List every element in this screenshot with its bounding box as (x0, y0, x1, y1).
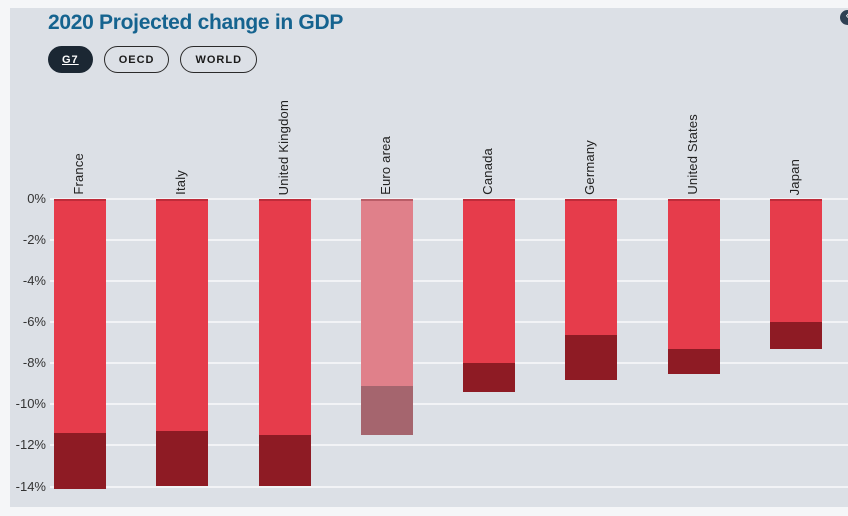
tab-bar: G7 OECD WORLD (48, 46, 258, 73)
bar-dark-segment-italy[interactable] (156, 431, 209, 487)
bar-dark-segment-euro-area[interactable] (360, 385, 413, 436)
page-title: 2020 Projected change in GDP (48, 11, 344, 34)
bar-light-segment-united-kingdom[interactable] (258, 199, 311, 436)
bar-light-segment-united-states[interactable] (667, 199, 720, 349)
chevron-left-icon: ‹ (846, 11, 848, 22)
bar-dark-segment-germany[interactable] (565, 334, 618, 380)
gridline (50, 485, 848, 488)
bar-dark-segment-united-states[interactable] (667, 348, 720, 374)
bar-light-segment-germany[interactable] (565, 199, 618, 335)
y-tick-label: -2% (22, 232, 46, 248)
bar-light-segment-japan[interactable] (769, 199, 822, 323)
bar-light-segment-euro-area[interactable] (360, 199, 413, 386)
category-label-germany: Germany (582, 140, 598, 195)
gridline (50, 444, 848, 447)
y-tick-label: -12% (15, 437, 46, 453)
tab-oecd[interactable]: OECD (103, 46, 170, 73)
category-label-united-kingdom: United Kingdom (275, 99, 291, 195)
gridline (50, 280, 848, 283)
gridline (50, 403, 848, 406)
category-label-italy: Italy (173, 170, 189, 195)
chart-panel: 2020 Projected change in GDP G7 OECD WORLD… (10, 8, 848, 507)
gridline (50, 239, 848, 242)
y-tick-label: 0% (27, 191, 46, 206)
gridline (50, 321, 848, 324)
bar-dark-segment-canada[interactable] (463, 363, 515, 393)
tab-g7[interactable]: G7 (48, 46, 93, 73)
category-label-euro-area: Euro area (377, 136, 393, 195)
y-tick-label: -10% (15, 396, 46, 412)
category-label-united-states: United States (684, 114, 700, 195)
bar-dark-segment-united-kingdom[interactable] (258, 435, 311, 487)
category-label-canada: Canada (480, 148, 495, 195)
bar-light-segment-canada[interactable] (463, 199, 515, 364)
category-label-france: France (71, 153, 86, 195)
bar-light-segment-italy[interactable] (156, 199, 209, 432)
y-tick-label: -8% (22, 355, 46, 371)
y-tick-label: -14% (15, 478, 46, 494)
gridline (50, 362, 848, 365)
category-label-japan: Japan (786, 158, 802, 195)
carousel-prev-button[interactable]: ‹ (840, 10, 848, 25)
gridline (50, 198, 848, 200)
bar-chart: 0% -2% -4% -6% -8% -10% -12% -14% France Italy Uni… (10, 8, 848, 507)
tab-world[interactable]: WORLD (180, 46, 258, 73)
bar-light-segment-france[interactable] (54, 199, 106, 434)
y-tick-label: -6% (22, 314, 46, 330)
bar-dark-segment-france[interactable] (54, 433, 106, 489)
y-tick-label: -4% (22, 273, 46, 289)
bar-dark-segment-japan[interactable] (769, 322, 822, 349)
